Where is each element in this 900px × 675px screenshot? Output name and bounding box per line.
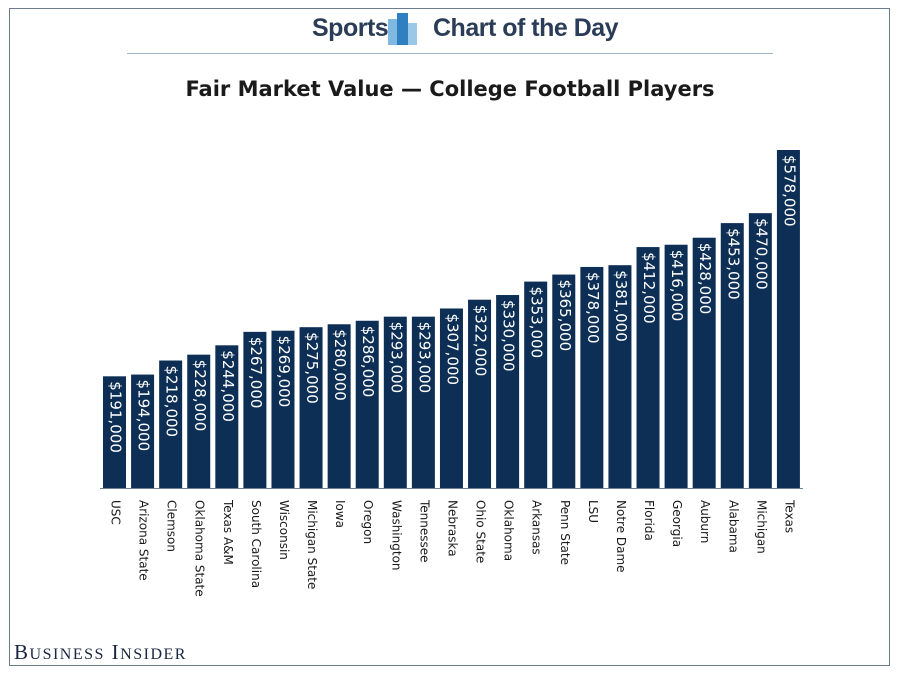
category-tick-label: Notre Dame	[614, 500, 628, 573]
bar-value-label: $293,000	[415, 322, 433, 394]
bar-value-label: $269,000	[275, 336, 293, 408]
bar	[692, 237, 716, 488]
bar	[159, 360, 183, 488]
bar-value-label: $428,000	[696, 243, 714, 315]
bar-value-label: $218,000	[163, 366, 181, 438]
bar-value-label: $353,000	[528, 287, 546, 359]
bar	[636, 247, 660, 488]
bar-value-label: $365,000	[556, 280, 574, 352]
brand-rest-b: USINESS	[29, 646, 105, 663]
category-tick-label: Georgia	[670, 500, 684, 547]
banner-sports-label: Sports	[312, 14, 389, 42]
brand-initial-i: I	[111, 640, 121, 664]
bar-value-label: $191,000	[107, 381, 125, 453]
banner-chart-of-day-label: Chart of the Day	[433, 14, 619, 42]
bar	[468, 299, 492, 488]
category-tick-label: Florida	[642, 500, 656, 541]
category-tick-label: Penn State	[558, 500, 572, 565]
brand-rest-i: NSIDER	[120, 646, 187, 663]
bar	[187, 354, 211, 488]
bar	[552, 274, 576, 488]
category-tick-label: Iowa	[333, 500, 347, 528]
bar	[131, 374, 155, 488]
bar-value-label: $381,000	[612, 270, 630, 342]
bar	[243, 331, 267, 488]
bar	[327, 324, 351, 488]
bar-value-label: $244,000	[219, 350, 237, 422]
category-tick-label: Tennessee	[417, 499, 431, 563]
bar-value-label: $307,000	[443, 313, 461, 385]
bar	[748, 213, 772, 489]
category-tick-label: South Carolina	[249, 500, 263, 588]
bar	[664, 244, 688, 488]
category-tick-label: Auburn	[698, 500, 712, 543]
bar	[720, 223, 744, 488]
bar-value-label: $275,000	[303, 332, 321, 404]
bar	[355, 320, 379, 488]
bar	[608, 265, 632, 488]
bar	[524, 281, 548, 488]
bar-value-label: $453,000	[724, 228, 742, 300]
bar-value-label: $286,000	[359, 326, 377, 398]
bar-value-label: $330,000	[500, 300, 518, 372]
category-tick-label: Oklahoma State	[193, 500, 207, 597]
bar	[383, 316, 407, 488]
category-tick-label: Ohio State	[474, 500, 488, 563]
category-tick-label: Wisconsin	[277, 500, 291, 560]
bar-value-label: $194,000	[135, 380, 153, 452]
bar	[496, 295, 520, 488]
bar-value-label: $578,000	[780, 155, 798, 227]
bar	[103, 376, 126, 488]
bar	[215, 345, 239, 488]
bar	[439, 308, 463, 488]
category-tick-label: USC	[109, 500, 123, 525]
category-tick-label: Oregon	[361, 500, 375, 544]
category-tick-label: Nebraska	[445, 500, 459, 557]
bar-chart-logo-icon	[388, 13, 417, 45]
bar	[776, 150, 800, 488]
bar	[299, 327, 323, 488]
banner-rule	[127, 53, 773, 54]
category-tick-label: Clemson	[165, 500, 179, 552]
chart-title: Fair Market Value — College Football Pla…	[185, 77, 715, 101]
bar	[411, 316, 435, 488]
bar-value-label: $470,000	[752, 218, 770, 290]
bar-value-label: $267,000	[247, 337, 265, 409]
bar-value-label: $378,000	[584, 272, 602, 344]
category-tick-label: Arkansas	[530, 500, 544, 555]
category-tick-label: Washington	[389, 500, 403, 571]
bar	[271, 330, 295, 488]
bar-value-label: $416,000	[668, 250, 686, 322]
bar-value-label: $412,000	[640, 252, 658, 324]
category-tick-label: Texas	[782, 499, 796, 533]
bar	[580, 266, 604, 488]
chart-frame	[9, 8, 890, 666]
category-tick-label: Arizona State	[137, 500, 151, 581]
category-tick-label: Michigan	[754, 500, 768, 554]
category-tick-label: LSU	[586, 500, 600, 523]
category-tick-label: Alabama	[726, 500, 740, 553]
bar-value-label: $228,000	[191, 360, 209, 432]
category-tick-label: Texas A&M	[221, 499, 235, 565]
business-insider-logo: BUSINESS INSIDER	[14, 640, 187, 665]
category-tick-label: Michigan State	[305, 500, 319, 589]
category-tick-label: Oklahoma	[502, 500, 516, 561]
bar-value-label: $293,000	[387, 322, 405, 394]
bar-value-label: $322,000	[472, 305, 490, 377]
brand-initial-b: B	[14, 640, 30, 664]
bar-value-label: $280,000	[331, 329, 349, 401]
